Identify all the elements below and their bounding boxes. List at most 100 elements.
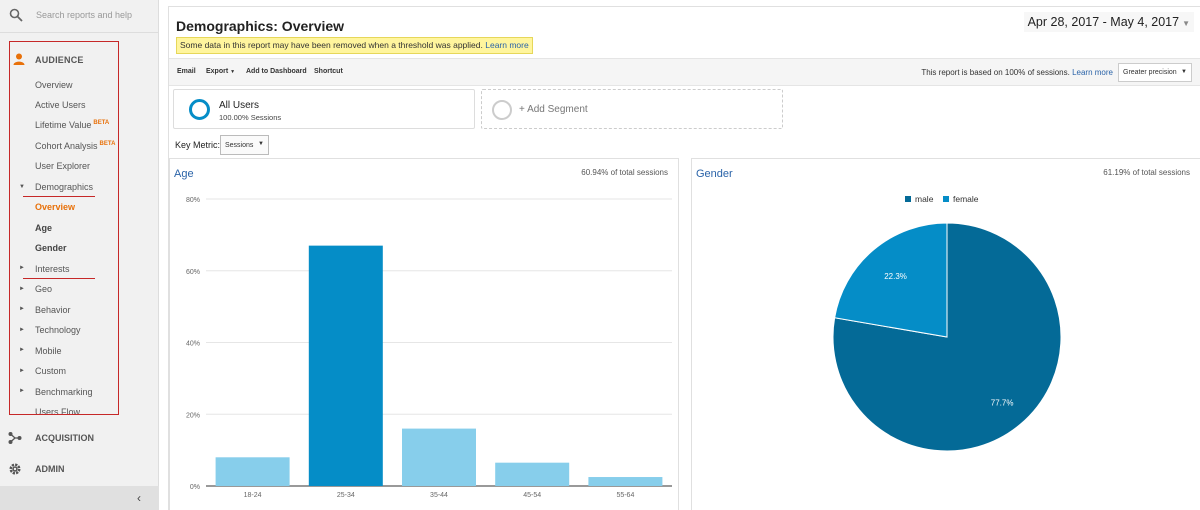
chevron-down-icon: ▼ <box>230 69 236 75</box>
sampling-learn-more-link[interactable]: Learn more <box>1072 68 1113 77</box>
sidebar-item-users-flow[interactable]: Users Flow <box>35 407 81 415</box>
collapse-sidebar-button[interactable]: ‹ <box>0 486 159 510</box>
sidebar-item-age[interactable]: Age <box>35 223 53 233</box>
triangle-right-icon: ► <box>19 368 25 374</box>
segment-circle-icon <box>189 99 210 120</box>
threshold-notice-text: Some data in this report may have been r… <box>180 40 483 50</box>
threshold-learn-more-link[interactable]: Learn more <box>485 40 529 50</box>
threshold-notice: Some data in this report may have been r… <box>176 37 533 54</box>
sampling-basis: This report is based on 100% of sessions… <box>921 68 1113 77</box>
shortcut-button[interactable]: Shortcut <box>314 68 343 75</box>
acquisition-icon <box>8 432 22 444</box>
triangle-right-icon: ► <box>19 306 25 312</box>
sidebar-item-benchmarking[interactable]: Benchmarking <box>35 387 93 397</box>
sidebar-item-admin[interactable]: ADMIN <box>0 454 159 484</box>
pie-slice[interactable] <box>832 222 1062 452</box>
y-tick-label: 80% <box>186 197 200 204</box>
search-bar[interactable]: Search reports and help <box>0 0 159 33</box>
sidebar-item-cohort-analysis[interactable]: Cohort Analysis BETA <box>35 141 115 151</box>
sidebar-item-demographics-overview[interactable]: Overview <box>35 202 76 212</box>
precision-select[interactable]: Greater precision ▼ <box>1118 63 1192 82</box>
key-metric-select[interactable]: Sessions ▼ <box>220 135 269 155</box>
triangle-right-icon: ► <box>19 388 25 394</box>
sidebar-item-demographics[interactable]: Demographics <box>35 182 94 192</box>
x-tick-label: 35-44 <box>430 492 448 499</box>
legend-label[interactable]: female <box>953 194 979 204</box>
audience-header[interactable]: AUDIENCE <box>10 42 118 74</box>
acquisition-label: ACQUISITION <box>35 433 95 443</box>
pie-slice[interactable] <box>834 222 948 338</box>
sidebar-item-gender[interactable]: Gender <box>35 243 67 253</box>
gender-panel-title[interactable]: Gender <box>696 168 733 180</box>
slice-data-label: 77.7% <box>991 398 1014 407</box>
key-metric-label: Key Metric: <box>175 140 221 150</box>
age-panel: Age 60.94% of total sessions 0% 20% 40% 60%… <box>169 158 679 510</box>
legend-swatch <box>905 196 911 202</box>
legend-swatch <box>943 196 949 202</box>
date-range-picker[interactable]: Apr 28, 2017 - May 4, 2017 ▼ <box>1023 12 1194 32</box>
highlight-underline <box>23 196 95 197</box>
email-button[interactable]: Email <box>177 68 196 75</box>
sidebar-item-geo[interactable]: Geo <box>35 284 53 294</box>
age-panel-title[interactable]: Age <box>174 168 194 180</box>
date-range-text: Apr 28, 2017 - May 4, 2017 <box>1027 15 1180 29</box>
add-segment-label: + Add Segment <box>519 104 588 115</box>
add-segment-button[interactable]: + Add Segment <box>481 89 783 129</box>
precision-value: Greater precision <box>1123 69 1177 76</box>
empty-circle-icon <box>492 100 512 120</box>
y-tick-label: 20% <box>186 412 200 419</box>
chevron-down-icon: ▼ <box>1182 19 1190 28</box>
x-tick-label: 55-64 <box>616 492 634 499</box>
sidebar-item-user-explorer[interactable]: User Explorer <box>35 161 91 171</box>
search-icon <box>9 8 23 22</box>
page-title: Demographics: Overview <box>176 18 345 34</box>
sidebar-item-mobile[interactable]: Mobile <box>35 346 62 356</box>
export-button[interactable]: Export ▼ <box>206 68 235 75</box>
age-total-sessions: 60.94% of total sessions <box>581 168 668 177</box>
chevron-down-icon: ▼ <box>258 141 264 147</box>
beta-badge: BETA <box>93 120 110 126</box>
sidebar-item-custom[interactable]: Custom <box>35 366 67 376</box>
triangle-right-icon: ► <box>19 286 25 292</box>
key-metric-value: Sessions <box>225 142 254 149</box>
sidebar-item-technology[interactable]: Technology <box>35 325 81 335</box>
sidebar-item-acquisition[interactable]: ACQUISITION <box>0 423 159 453</box>
slice-data-label: 22.3% <box>884 272 907 281</box>
y-tick-label: 0% <box>190 484 200 491</box>
sidebar-item-active-users[interactable]: Active Users <box>35 100 86 110</box>
admin-label: ADMIN <box>35 464 65 474</box>
legend-label[interactable]: male <box>915 194 934 204</box>
triangle-down-icon: ▼ <box>19 184 25 190</box>
sidebar-item-overview[interactable]: Overview <box>35 80 73 90</box>
highlight-underline <box>23 278 95 279</box>
y-tick-label: 60% <box>186 269 200 276</box>
sidebar-item-behavior[interactable]: Behavior <box>35 305 71 315</box>
segment-percentage: 100.00% Sessions <box>219 113 282 122</box>
bar[interactable] <box>308 245 383 486</box>
segment-name: All Users <box>219 100 260 111</box>
y-tick-label: 40% <box>186 341 200 348</box>
gender-total-sessions: 61.19% of total sessions <box>1103 168 1190 177</box>
sidebar-item-interests[interactable]: Interests <box>35 264 70 274</box>
report-toolbar: Email Export ▼ Add to Dashboard Shortcut… <box>169 58 1200 86</box>
segment-all-users[interactable]: All Users 100.00% Sessions <box>173 89 475 129</box>
age-bar-chart: 0% 20% 40% 60% 80% 18-24 25-34 35-44 45-54 55-64 <box>186 197 672 499</box>
audience-section: AUDIENCE Overview Active Users Lifetime … <box>9 41 119 415</box>
x-tick-label: 25-34 <box>337 492 355 499</box>
triangle-right-icon: ► <box>19 265 25 271</box>
triangle-right-icon: ► <box>19 347 25 353</box>
chevron-left-icon: ‹ <box>137 491 141 505</box>
add-to-dashboard-button[interactable]: Add to Dashboard <box>246 68 307 75</box>
search-placeholder[interactable]: Search reports and help <box>36 10 133 20</box>
sidebar-item-lifetime-value[interactable]: Lifetime Value BETA <box>35 120 109 130</box>
gear-icon <box>9 463 21 475</box>
chevron-down-icon: ▼ <box>1181 69 1187 75</box>
bar[interactable] <box>215 457 290 486</box>
audience-label: AUDIENCE <box>35 55 84 65</box>
bar[interactable] <box>402 428 476 486</box>
bar[interactable] <box>588 477 663 486</box>
sidebar-item-label: Lifetime Value <box>35 120 92 130</box>
sidebar-item-label: Cohort Analysis <box>35 141 98 151</box>
gender-panel: Gender 61.19% of total sessions male fema… <box>691 158 1200 510</box>
bar[interactable] <box>495 462 570 486</box>
